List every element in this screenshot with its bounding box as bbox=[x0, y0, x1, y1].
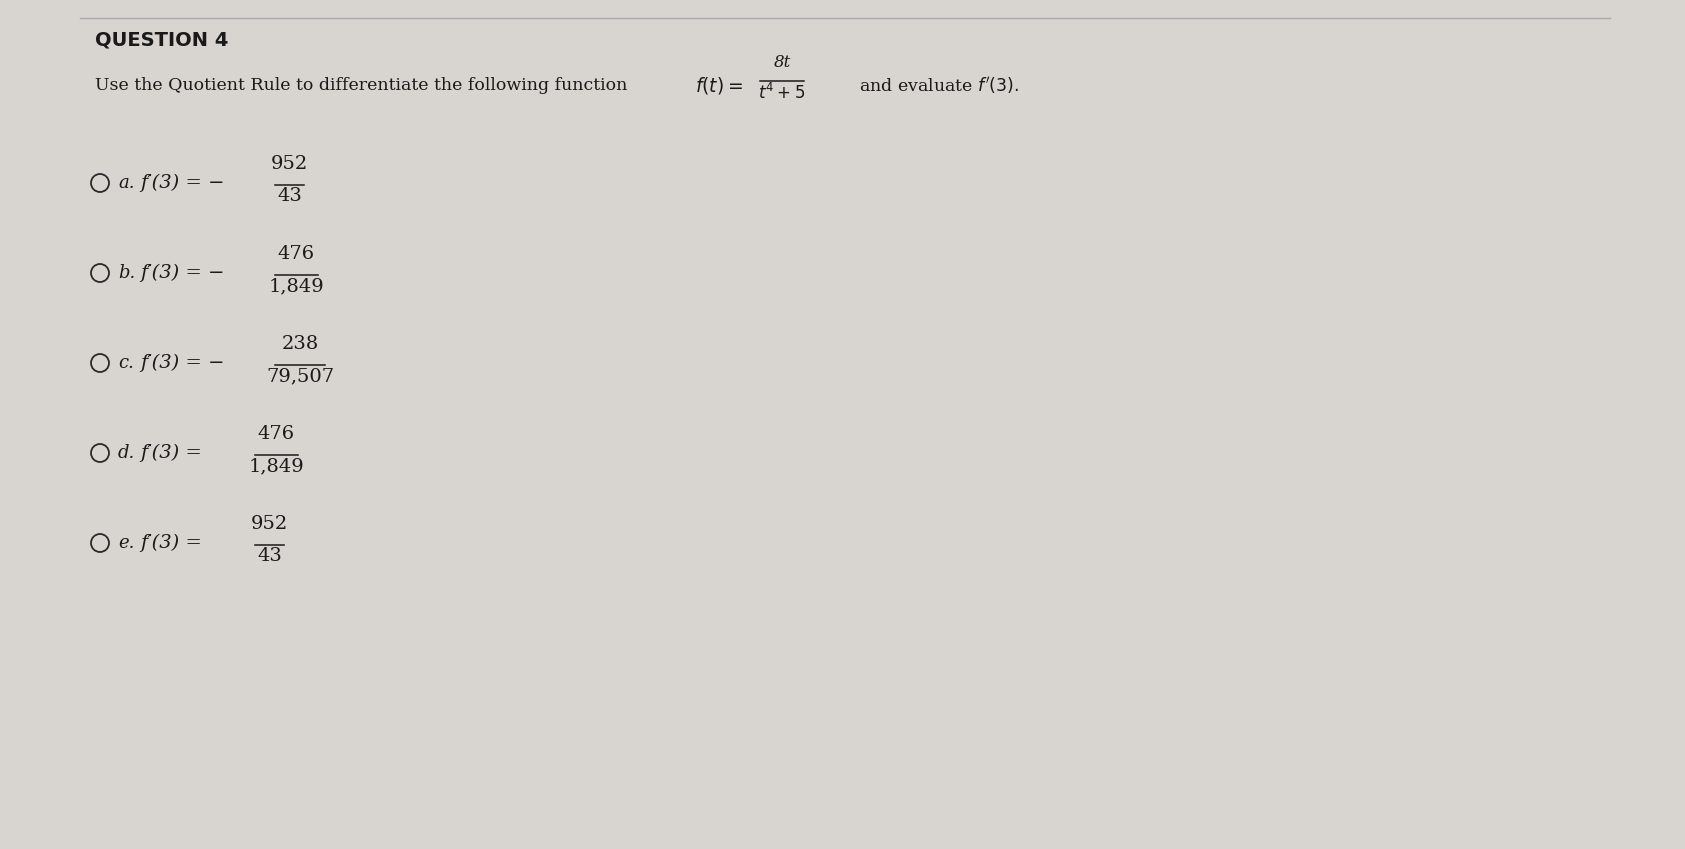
Text: f′(3) = −: f′(3) = − bbox=[140, 354, 224, 372]
Text: f′(3) =: f′(3) = bbox=[140, 444, 202, 462]
Text: 476: 476 bbox=[258, 425, 295, 443]
Text: 79,507: 79,507 bbox=[266, 367, 334, 385]
Text: 1,849: 1,849 bbox=[268, 277, 325, 295]
Text: 238: 238 bbox=[281, 335, 318, 353]
Text: $f(t) =$: $f(t) =$ bbox=[694, 75, 743, 95]
Text: 952: 952 bbox=[251, 515, 288, 533]
Text: $t^4+5$: $t^4+5$ bbox=[758, 83, 805, 103]
Text: 43: 43 bbox=[276, 187, 302, 205]
Text: 1,849: 1,849 bbox=[249, 457, 305, 475]
Text: f′(3) = −: f′(3) = − bbox=[140, 264, 224, 282]
Text: 952: 952 bbox=[271, 155, 308, 173]
Text: f′(3) = −: f′(3) = − bbox=[140, 174, 224, 192]
Text: 43: 43 bbox=[258, 547, 281, 565]
Text: e.: e. bbox=[118, 534, 135, 552]
Text: c.: c. bbox=[118, 354, 133, 372]
Text: 476: 476 bbox=[278, 245, 315, 263]
Text: and evaluate $f'(3).$: and evaluate $f'(3).$ bbox=[859, 75, 1019, 95]
Text: d.: d. bbox=[118, 444, 135, 462]
Text: b.: b. bbox=[118, 264, 135, 282]
Text: a.: a. bbox=[118, 174, 135, 192]
Text: 8t: 8t bbox=[773, 54, 790, 71]
Text: f′(3) =: f′(3) = bbox=[140, 534, 202, 552]
Text: Use the Quotient Rule to differentiate the following function: Use the Quotient Rule to differentiate t… bbox=[94, 76, 627, 93]
Text: QUESTION 4: QUESTION 4 bbox=[94, 30, 229, 49]
